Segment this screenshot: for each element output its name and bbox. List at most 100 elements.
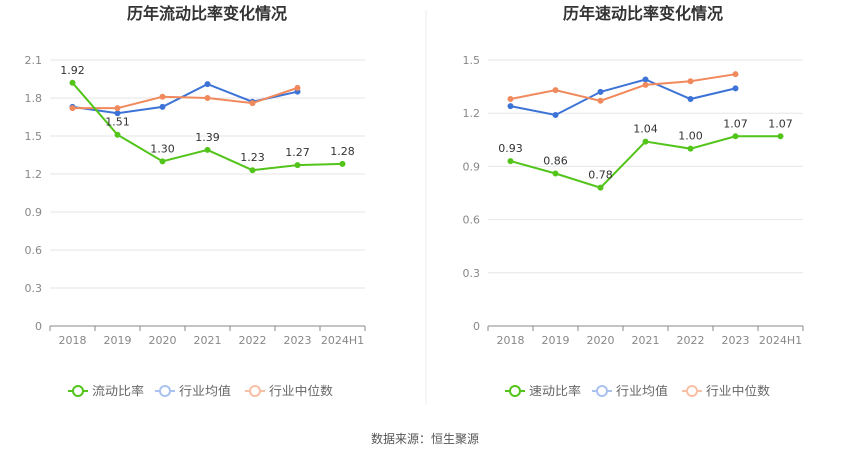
data-point [642,81,649,88]
y-tick-label: 1.5 [463,54,481,67]
legend-item[interactable]: 流动比率 [68,383,144,398]
data-point [732,71,739,78]
y-tick-label: 0.3 [25,282,43,295]
data-point [597,184,604,191]
data-label: 1.23 [240,151,265,164]
data-point [552,170,559,177]
y-tick-label: 1.8 [25,92,43,105]
y-tick-label: 1.2 [463,107,481,120]
y-tick-label: 2.1 [25,54,43,67]
current-ratio-chart: 历年流动比率变化情况 0 0.3 0.6 0.9 1.2 1.5 1.8 2.1 2018 2019… [25,4,366,398]
series-line-1 [510,78,736,117]
legend-item[interactable]: 速动比率 [505,383,581,398]
legend-label: 流动比率 [92,383,144,398]
data-point [114,131,121,138]
x-tick-label: 2021 [194,334,222,347]
data-label: 0.93 [498,142,523,155]
legend-label: 行业均值 [616,383,668,398]
x-tick-label: 2018 [497,334,525,347]
data-point [114,105,121,112]
legend-marker [249,385,261,397]
y-tick-label: 0.9 [463,160,481,173]
x-tick-label: 2024H1 [321,334,364,347]
data-point [687,96,694,103]
x-tick-label: 2022 [239,334,267,347]
data-point [507,96,514,103]
data-point [249,167,256,174]
data-point [777,133,784,140]
data-label: 0.78 [588,169,613,182]
data-point [642,138,649,145]
data-point [507,103,514,110]
x-tick-label: 2019 [104,334,132,347]
y-tick-label: 0.6 [25,244,43,257]
data-point [597,88,604,95]
data-label: 1.28 [330,145,355,158]
x-tick-label: 2023 [722,334,750,347]
legend-label: 行业中位数 [269,383,333,398]
y-tick-label: 0 [473,320,480,333]
x-tick-label: 2021 [632,334,660,347]
legend-label: 行业均值 [179,383,231,398]
data-label: 1.04 [633,123,658,136]
data-point [204,95,211,101]
data-label: 1.39 [195,131,220,144]
data-point [552,87,559,94]
data-point [159,158,166,165]
y-tick-label: 1.5 [25,130,43,143]
legend-label: 行业中位数 [706,383,770,398]
y-tick-label: 0.3 [463,267,481,280]
x-tick-label: 2020 [587,334,615,347]
x-tick-label: 2022 [677,334,705,347]
series-line-2 [72,86,298,110]
data-point [552,111,559,118]
legend-marker [72,385,84,397]
x-tick-label: 2020 [149,334,177,347]
y-tick-label: 0.6 [463,214,481,227]
data-label: 1.51 [105,116,130,129]
data-label: 1.27 [285,146,310,159]
legend-marker [509,385,521,397]
legend-marker [686,385,698,397]
series-line-2 [510,73,736,102]
x-tick-label: 2023 [284,334,312,347]
data-label: 1.30 [150,142,175,155]
data-point [687,78,694,85]
x-tick-label: 2018 [59,334,87,347]
data-point [159,93,166,100]
x-tick-label: 2019 [542,334,570,347]
data-label: 0.86 [543,154,568,167]
data-point [204,81,211,88]
data-point [642,76,649,83]
legend-item[interactable]: 行业中位数 [682,383,770,398]
data-point [339,160,346,167]
legend-marker [159,385,171,397]
data-label: 1.07 [723,117,748,130]
quick-ratio-chart: 历年速动比率变化情况 0 0.3 0.6 0.9 1.2 1.5 2018 2019 2020 20… [463,4,804,398]
data-label: 1.00 [678,130,703,143]
data-point [507,158,514,165]
chart-title: 历年流动比率变化情况 [127,4,287,23]
legend-item[interactable]: 行业中位数 [245,383,333,398]
data-label: 1.07 [768,117,793,130]
legend-item[interactable]: 行业均值 [155,383,231,398]
legend-item[interactable]: 行业均值 [592,383,668,398]
data-point [687,145,694,152]
data-point [732,133,739,140]
data-point [159,103,166,110]
x-tick-label: 2024H1 [759,334,802,347]
y-tick-label: 1.2 [25,168,43,181]
data-point [69,79,76,86]
legend-marker [596,385,608,397]
data-point [204,146,211,153]
legend-label: 速动比率 [529,383,581,398]
y-tick-label: 0 [35,320,42,333]
data-point [732,85,739,92]
data-point [69,105,76,112]
data-point [294,162,301,169]
data-point [597,97,604,104]
y-tick-label: 0.9 [25,206,43,219]
data-label: 1.92 [60,64,85,77]
source-text: 数据来源：恒生聚源 [371,431,479,446]
